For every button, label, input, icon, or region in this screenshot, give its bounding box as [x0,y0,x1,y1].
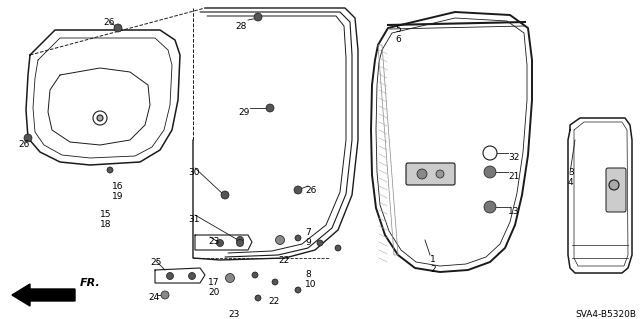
Text: 15: 15 [100,210,111,219]
FancyBboxPatch shape [606,168,626,212]
Circle shape [266,104,274,112]
Circle shape [237,236,243,243]
Circle shape [484,201,496,213]
Text: 19: 19 [112,192,124,201]
Text: 1: 1 [430,255,436,264]
Text: 25: 25 [150,258,161,267]
Text: 24: 24 [148,293,159,302]
Text: 17: 17 [208,278,220,287]
Text: 26: 26 [305,186,316,195]
Circle shape [275,235,285,244]
Circle shape [97,115,103,121]
Circle shape [24,134,32,142]
Text: 32: 32 [508,153,520,162]
Circle shape [483,146,497,160]
Text: 28: 28 [235,22,246,31]
Circle shape [221,191,229,199]
FancyBboxPatch shape [406,163,455,185]
Text: 23: 23 [228,310,239,319]
Circle shape [161,291,169,299]
Circle shape [609,180,619,190]
Text: 30: 30 [188,168,200,177]
Text: 20: 20 [208,288,220,297]
Text: 23: 23 [208,237,220,246]
Circle shape [107,167,113,173]
Circle shape [272,279,278,285]
Circle shape [294,186,302,194]
Circle shape [252,272,258,278]
Circle shape [114,24,122,32]
Text: 22: 22 [278,256,289,265]
Text: 29: 29 [238,108,250,117]
Text: 7: 7 [305,228,311,237]
Circle shape [237,240,243,247]
Circle shape [417,169,427,179]
FancyArrow shape [12,284,75,306]
Text: 18: 18 [100,220,111,229]
Circle shape [295,235,301,241]
Circle shape [335,245,341,251]
Circle shape [484,166,496,178]
Text: SVA4-B5320B: SVA4-B5320B [575,310,636,319]
Circle shape [225,273,234,283]
Circle shape [166,272,173,279]
Text: 5: 5 [395,25,401,34]
Text: 22: 22 [268,297,279,306]
Text: 8: 8 [305,270,311,279]
Text: 31: 31 [188,215,200,224]
Text: 16: 16 [112,182,124,191]
Text: 10: 10 [305,280,317,289]
Text: 13: 13 [508,207,520,216]
Text: 26: 26 [103,18,115,27]
Text: 9: 9 [305,238,311,247]
Text: 26: 26 [18,140,29,149]
Text: FR.: FR. [80,278,100,288]
Circle shape [216,240,223,247]
Circle shape [255,295,261,301]
Text: 21: 21 [508,172,520,181]
Circle shape [254,13,262,21]
Text: 3: 3 [568,168,573,177]
Text: 2: 2 [430,265,436,274]
Circle shape [317,240,323,246]
Circle shape [436,170,444,178]
Circle shape [93,111,107,125]
Circle shape [189,272,195,279]
Text: 6: 6 [395,35,401,44]
Circle shape [295,287,301,293]
Text: 4: 4 [568,178,573,187]
